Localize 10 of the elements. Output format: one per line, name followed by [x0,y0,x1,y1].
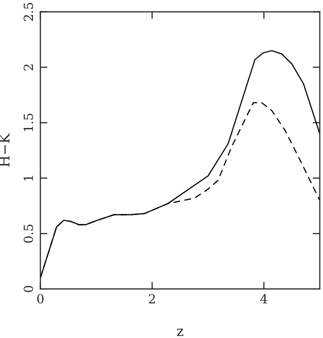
y-tick-label: 1.5 [24,114,34,132]
x-axis-title: z [176,328,184,336]
x-tick-label: 4 [260,294,268,304]
x-tick-label: 2 [149,294,155,304]
y-tick-label: 1 [24,176,33,181]
y-tick-label: 0 [24,286,34,292]
y-tick-label: 2.5 [24,2,34,21]
y-tick-label: 2 [24,64,33,70]
y-tick-label: 0.5 [24,224,34,243]
x-tick-label: 0 [37,294,44,304]
